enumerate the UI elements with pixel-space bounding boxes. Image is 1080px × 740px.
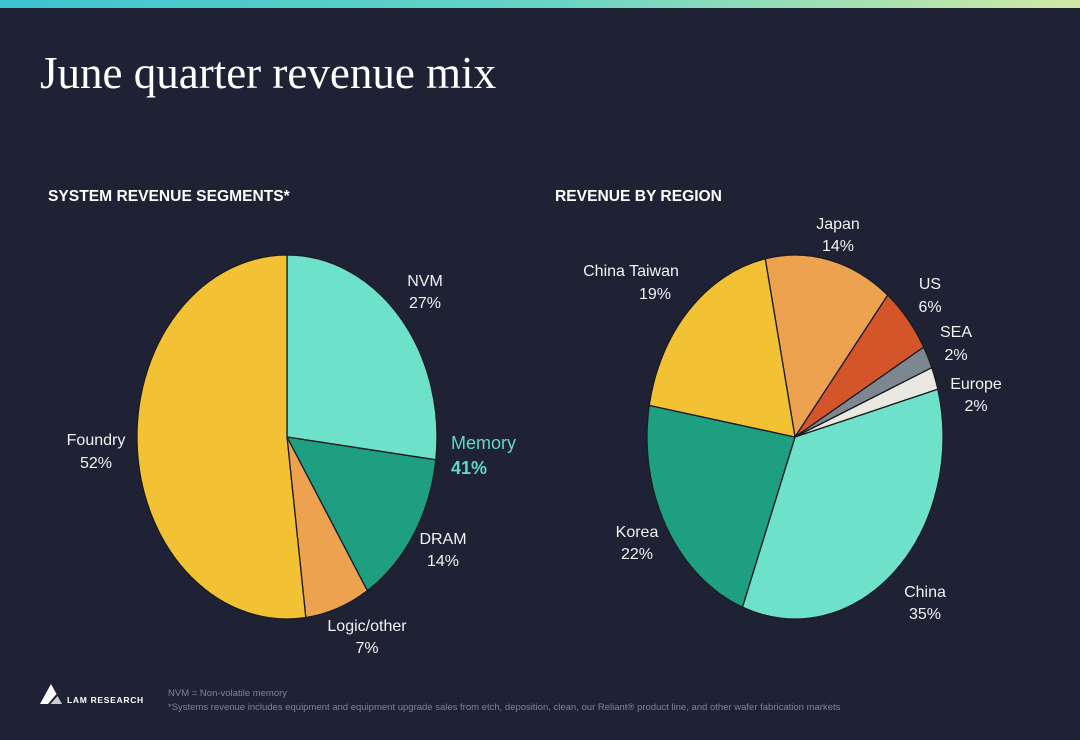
logo-mark-left [40,684,57,704]
chart-title-segments: SYSTEM REVENUE SEGMENTS* [48,188,291,205]
memory-group-label: Memory [451,433,516,453]
memory-group-value: 41% [451,458,487,478]
segments-label-nvm: NVM [407,273,443,290]
chart-title-region: REVENUE BY REGION [555,188,722,205]
region-label-china-taiwan: China Taiwan [583,263,679,280]
region-value-japan: 14% [822,238,854,255]
region-label-sea: SEA [940,324,972,341]
region-label-china: China [904,584,946,601]
region-label-us: US [919,276,941,293]
pie-region [646,254,944,620]
segments-value-dram: 14% [427,553,459,570]
segments-label-foundry: Foundry [67,432,126,449]
slide-title: June quarter revenue mix [40,48,497,98]
segments-slice-dram [286,436,437,592]
region-slice-china-taiwan [648,258,796,438]
logo-mark-right [50,696,62,704]
pie-segments [136,254,438,620]
region-label-europe: Europe [950,376,1002,393]
accent-bar [0,0,1080,8]
footer-brand: LAM RESEARCH [67,695,144,705]
segments-value-nvm: 27% [409,295,441,312]
chart-revenue-by-region: REVENUE BY REGION Japan 14% US 6% SEA 2%… [555,188,1002,623]
region-label-japan: Japan [816,216,860,233]
segments-slice-foundry [136,254,307,620]
footer-note-systems: *Systems revenue includes equipment and … [168,702,841,713]
region-value-korea: 22% [621,546,653,563]
segments-label-logic-other: Logic/other [327,618,407,635]
region-value-europe: 2% [964,398,987,415]
segments-label-dram: DRAM [419,531,466,548]
region-slice-japan [764,254,889,438]
region-value-china-taiwan: 19% [639,286,671,303]
region-label-korea: Korea [616,524,659,541]
segments-value-foundry: 52% [80,455,112,472]
region-slice-korea [646,404,796,608]
segments-value-logic-other: 7% [355,640,378,657]
chart-system-revenue-segments: SYSTEM REVENUE SEGMENTS* NVM 27% DRAM 14… [48,188,516,657]
region-value-us: 6% [918,299,941,316]
region-value-sea: 2% [944,347,967,364]
segments-slice-nvm [286,254,438,461]
region-value-china: 35% [909,606,941,623]
lam-research-logo [40,684,62,704]
footer-note-nvm: NVM = Non-volatile memory [168,688,288,699]
